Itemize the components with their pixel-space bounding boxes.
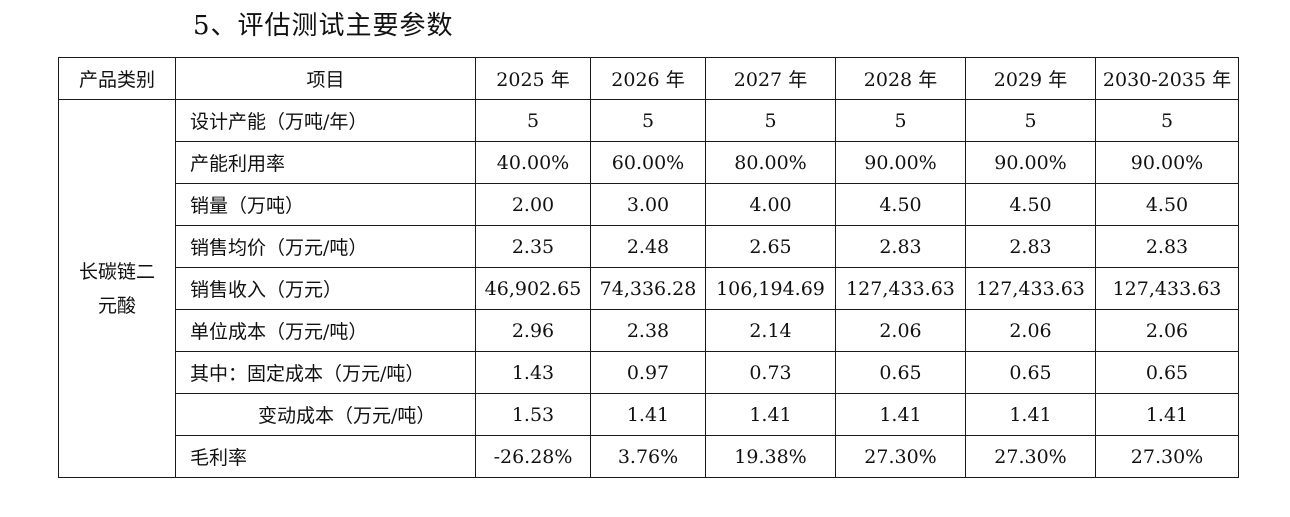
value-cell: -26.28% xyxy=(475,435,591,478)
value-cell: 90.00% xyxy=(835,141,966,184)
category-label: 长碳链二元酸 xyxy=(78,260,155,317)
value-cell: 4.50 xyxy=(965,183,1096,226)
row-label: 销售收入（万元） xyxy=(175,267,476,310)
row-label: 变动成本（万元/吨） xyxy=(175,393,476,436)
row-label: 产能利用率 xyxy=(175,141,476,184)
row-label: 其中：固定成本（万元/吨） xyxy=(175,351,476,394)
value-cell: 1.41 xyxy=(1095,393,1239,436)
header-cell-2025: 2025 年 xyxy=(475,57,591,100)
value-cell: 127,433.63 xyxy=(965,267,1096,310)
table-row: 销售收入（万元） 46,902.65 74,336.28 106,194.69 … xyxy=(59,267,1239,310)
value-cell: 5 xyxy=(705,99,836,142)
value-cell: 90.00% xyxy=(1095,141,1239,184)
value-cell: 127,433.63 xyxy=(835,267,966,310)
value-cell: 60.00% xyxy=(590,141,706,184)
value-cell: 2.83 xyxy=(1095,225,1239,268)
value-cell: 2.83 xyxy=(965,225,1096,268)
value-cell: 0.97 xyxy=(590,351,706,394)
value-cell: 1.41 xyxy=(965,393,1096,436)
value-cell: 2.83 xyxy=(835,225,966,268)
value-cell: 0.65 xyxy=(965,351,1096,394)
value-cell: 2.06 xyxy=(1095,309,1239,352)
value-cell: 5 xyxy=(965,99,1096,142)
value-cell: 74,336.28 xyxy=(590,267,706,310)
section-title: 5、评估测试主要参数 xyxy=(193,11,454,41)
value-cell: 90.00% xyxy=(965,141,1096,184)
value-cell: 4.50 xyxy=(1095,183,1239,226)
header-cell-2030-2035: 2030-2035 年 xyxy=(1095,57,1239,100)
row-label: 销量（万吨） xyxy=(175,183,476,226)
table-row: 单位成本（万元/吨） 2.96 2.38 2.14 2.06 2.06 2.06 xyxy=(59,309,1239,352)
table-row: 销量（万吨） 2.00 3.00 4.00 4.50 4.50 4.50 xyxy=(59,183,1239,226)
value-cell: 0.65 xyxy=(835,351,966,394)
value-cell: 1.41 xyxy=(835,393,966,436)
value-cell: 2.48 xyxy=(590,225,706,268)
value-cell: 4.50 xyxy=(835,183,966,226)
parameters-table: 产品类别 项目 2025 年 2026 年 2027 年 2028 年 2029… xyxy=(58,57,1239,478)
value-cell: 2.35 xyxy=(475,225,591,268)
table-row: 毛利率 -26.28% 3.76% 19.38% 27.30% 27.30% 2… xyxy=(59,435,1239,478)
value-cell: 80.00% xyxy=(705,141,836,184)
header-cell-2029: 2029 年 xyxy=(965,57,1096,100)
table-row: 变动成本（万元/吨） 1.53 1.41 1.41 1.41 1.41 1.41 xyxy=(59,393,1239,436)
table-row: 长碳链二元酸 设计产能（万吨/年） 5 5 5 5 5 5 xyxy=(58,99,1239,478)
table-row: 销售均价（万元/吨） 2.35 2.48 2.65 2.83 2.83 2.83 xyxy=(59,225,1239,268)
value-cell: 40.00% xyxy=(475,141,591,184)
category-cell: 长碳链二元酸 xyxy=(58,99,176,478)
value-cell: 5 xyxy=(1095,99,1239,142)
header-row: 产品类别 项目 2025 年 2026 年 2027 年 2028 年 2029… xyxy=(58,57,1239,100)
row-label: 毛利率 xyxy=(175,435,476,478)
value-cell: 1.41 xyxy=(705,393,836,436)
header-cell-item: 项目 xyxy=(175,57,476,100)
value-cell: 2.65 xyxy=(705,225,836,268)
value-cell: 2.06 xyxy=(835,309,966,352)
value-cell: 1.43 xyxy=(475,351,591,394)
row-label: 设计产能（万吨/年） xyxy=(175,99,476,142)
value-cell: 106,194.69 xyxy=(705,267,836,310)
value-cell: 27.30% xyxy=(1095,435,1239,478)
value-cell: 127,433.63 xyxy=(1095,267,1239,310)
value-cell: 27.30% xyxy=(965,435,1096,478)
value-cell: 5 xyxy=(475,99,591,142)
value-cell: 0.73 xyxy=(705,351,836,394)
value-cell: 2.06 xyxy=(965,309,1096,352)
value-cell: 46,902.65 xyxy=(475,267,591,310)
row-label: 单位成本（万元/吨） xyxy=(175,309,476,352)
value-cell: 19.38% xyxy=(705,435,836,478)
header-cell-2026: 2026 年 xyxy=(590,57,706,100)
value-cell: 3.00 xyxy=(590,183,706,226)
value-cell: 2.00 xyxy=(475,183,591,226)
header-cell-2027: 2027 年 xyxy=(705,57,836,100)
table-row: 其中：固定成本（万元/吨） 1.43 0.97 0.73 0.65 0.65 0… xyxy=(59,351,1239,394)
value-cell: 2.38 xyxy=(590,309,706,352)
header-cell-2028: 2028 年 xyxy=(835,57,966,100)
value-cell: 4.00 xyxy=(705,183,836,226)
value-cell: 2.14 xyxy=(705,309,836,352)
value-cell: 5 xyxy=(835,99,966,142)
table-row: 产能利用率 40.00% 60.00% 80.00% 90.00% 90.00%… xyxy=(59,141,1239,184)
header-cell-category: 产品类别 xyxy=(58,57,176,100)
value-cell: 27.30% xyxy=(835,435,966,478)
value-cell: 0.65 xyxy=(1095,351,1239,394)
value-cell: 1.41 xyxy=(590,393,706,436)
value-cell: 5 xyxy=(590,99,706,142)
value-cell: 1.53 xyxy=(475,393,591,436)
row-label: 销售均价（万元/吨） xyxy=(175,225,476,268)
value-cell: 3.76% xyxy=(590,435,706,478)
value-cell: 2.96 xyxy=(475,309,591,352)
